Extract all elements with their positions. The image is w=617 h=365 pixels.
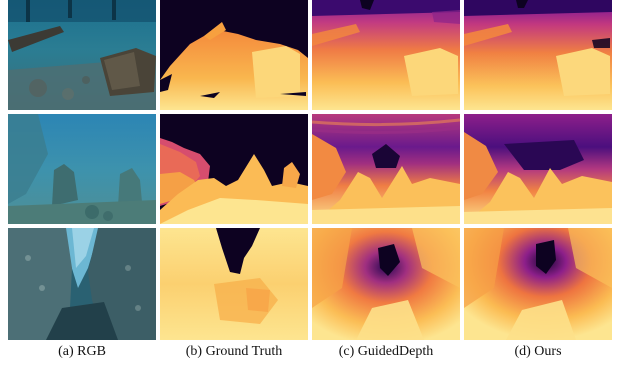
row2-guideddepth-image [312,114,460,224]
row1-ground-truth-image [160,0,308,110]
row1-rgb-image [8,0,156,110]
row1-guideddepth-image [312,0,460,110]
caption-rgb: (a) RGB [58,344,106,359]
caption-ours: (d) Ours [514,344,562,359]
row3-rgb-image [8,228,156,340]
row3-ours-image [464,228,612,340]
row2-ours-image [464,114,612,224]
row2-ground-truth-image [160,114,308,224]
caption-ground-truth: (b) Ground Truth [185,344,283,359]
row3-guideddepth-image [312,228,460,340]
row1-ours-image [464,0,612,110]
row3-ground-truth-image [160,228,308,340]
row2-rgb-image [8,114,156,224]
caption-guideddepth: (c) GuidedDepth [338,344,434,359]
